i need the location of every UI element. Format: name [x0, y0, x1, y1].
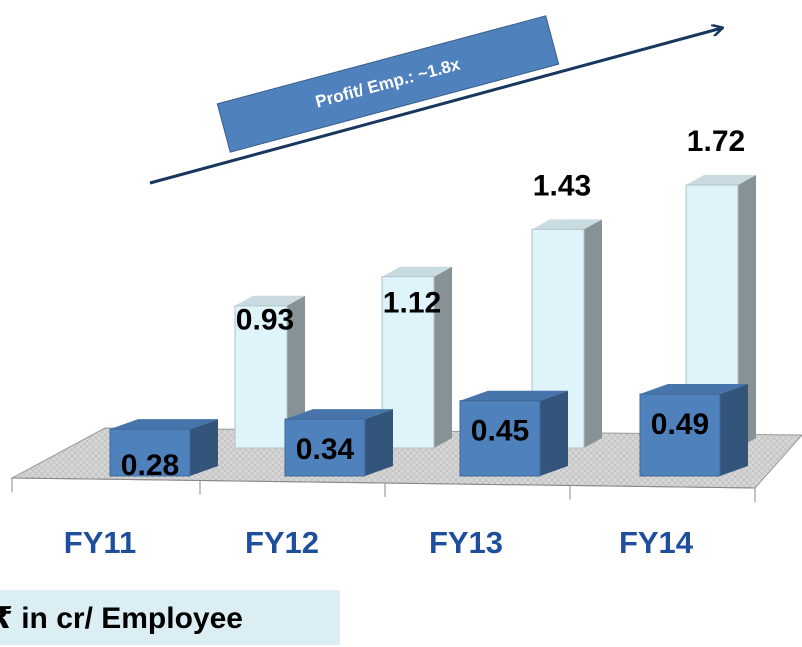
bar-top [532, 219, 602, 230]
value-label: 0.45 [471, 415, 529, 448]
unit-box [0, 590, 340, 645]
x-tick-label: FY14 [619, 525, 694, 560]
bar-top [686, 175, 756, 185]
value-label: 1.43 [533, 169, 591, 202]
bar-top [235, 295, 305, 306]
bar [109, 428, 191, 477]
bar-side [190, 419, 218, 476]
bar [639, 393, 721, 477]
value-label: 0.34 [296, 433, 355, 466]
value-label: 1.72 [687, 125, 745, 158]
value-label: 1.12 [383, 287, 441, 320]
value-label: 0.49 [651, 408, 709, 441]
annotation-banner: Profit/ Emp.: ~1.8x [216, 15, 560, 153]
bar-side [738, 175, 756, 448]
bar [234, 305, 288, 449]
bar [284, 418, 366, 477]
bar-top [382, 266, 452, 277]
x-tick-label: FY11 [64, 525, 136, 560]
floor-edge [11, 477, 756, 489]
x-tick-label: FY12 [245, 525, 319, 560]
bar-top [460, 390, 568, 401]
bar [459, 400, 541, 477]
banner-box [216, 15, 560, 153]
bar-side [720, 384, 748, 476]
value-label: 0.93 [236, 304, 294, 337]
unit-label: ₹ in cr/ Employee [0, 602, 243, 635]
bar-side [540, 390, 568, 476]
bar-side [365, 409, 393, 476]
value-label: 0.28 [121, 449, 179, 482]
trend-arrow [149, 28, 722, 185]
bar-top [285, 409, 393, 420]
bar-top [110, 419, 218, 430]
x-tick-label: FY13 [429, 525, 503, 560]
bar-side [287, 295, 305, 448]
bar-side [584, 219, 602, 448]
bar-side [434, 266, 452, 448]
bar-top [640, 384, 748, 394]
